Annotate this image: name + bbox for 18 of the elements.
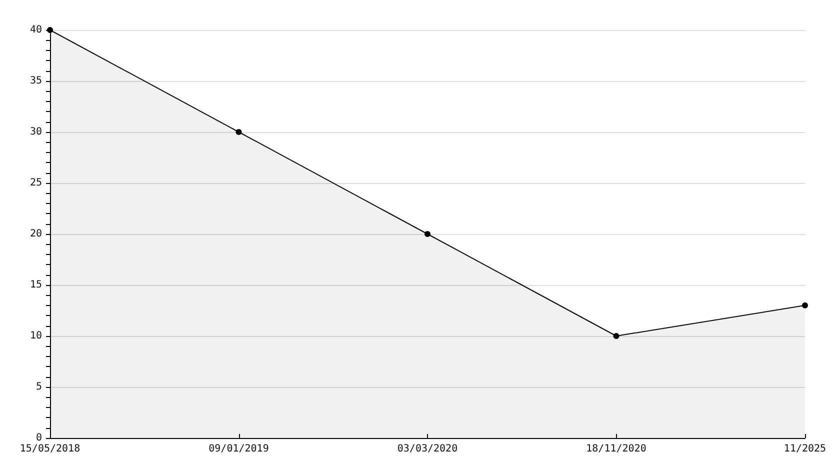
- x-tick-label: 09/01/2019: [208, 444, 269, 454]
- point: [424, 231, 430, 237]
- y-tick-label: 5: [36, 382, 42, 392]
- y-tick-label: 25: [30, 178, 42, 188]
- y-tick-label: 40: [30, 24, 42, 36]
- y-tick-label: 20: [30, 228, 42, 240]
- x-tick-label: 03/03/2020: [397, 444, 458, 454]
- y-tick-label: 10: [30, 330, 42, 342]
- y-tick-label: 15: [30, 280, 42, 290]
- x-tick-label: 11/2025: [784, 444, 826, 454]
- point: [802, 302, 808, 308]
- y-tick-label: 30: [30, 126, 42, 138]
- y-tick-label: 35: [30, 76, 42, 86]
- point: [236, 129, 242, 135]
- y-tick-label: 0: [36, 432, 42, 444]
- x-tick-label: 18/11/2020: [586, 444, 646, 454]
- point: [613, 333, 620, 339]
- x-tick-label: 15/05/2018: [20, 444, 80, 454]
